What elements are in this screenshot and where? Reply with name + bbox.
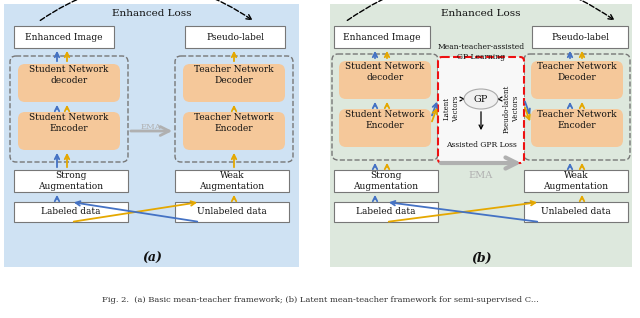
- Text: Pseudo-label: Pseudo-label: [206, 32, 264, 42]
- Text: Weak
Augmentation: Weak Augmentation: [200, 171, 264, 191]
- Text: Mean-teacher-assisted
GP Learning: Mean-teacher-assisted GP Learning: [437, 43, 525, 61]
- Text: Strong
Augmentation: Strong Augmentation: [38, 171, 104, 191]
- Bar: [175, 202, 289, 222]
- Text: (b): (b): [471, 252, 492, 265]
- Bar: [524, 202, 628, 222]
- Bar: [334, 26, 430, 48]
- Text: Teacher Network
Encoder: Teacher Network Encoder: [194, 113, 274, 133]
- Bar: [14, 202, 128, 222]
- Text: Unlabeled data: Unlabeled data: [197, 208, 267, 217]
- Bar: [175, 170, 289, 192]
- FancyArrowPatch shape: [131, 127, 169, 135]
- Text: Teacher Network
Decoder: Teacher Network Decoder: [537, 62, 617, 82]
- FancyArrowPatch shape: [441, 157, 516, 169]
- Text: Enhanced Image: Enhanced Image: [25, 32, 103, 42]
- Text: Pseudo-label: Pseudo-label: [551, 32, 609, 42]
- Text: Student Network
decoder: Student Network decoder: [29, 65, 109, 85]
- Text: Latent
Vectors: Latent Vectors: [442, 96, 460, 122]
- Text: GP: GP: [474, 94, 488, 103]
- Text: Enhanced Loss: Enhanced Loss: [441, 10, 521, 18]
- Text: Teacher Network
Decoder: Teacher Network Decoder: [194, 65, 274, 85]
- FancyArrowPatch shape: [348, 0, 613, 20]
- Text: Enhanced Loss: Enhanced Loss: [112, 10, 192, 18]
- Text: Assisted GPR Loss: Assisted GPR Loss: [445, 141, 516, 149]
- Bar: [14, 26, 114, 48]
- Text: Student Network
decoder: Student Network decoder: [346, 62, 425, 82]
- FancyBboxPatch shape: [438, 57, 524, 163]
- FancyBboxPatch shape: [531, 61, 623, 99]
- Text: Labeled data: Labeled data: [41, 208, 100, 217]
- Text: Unlabeled data: Unlabeled data: [541, 208, 611, 217]
- Text: Labeled data: Labeled data: [356, 208, 416, 217]
- Text: Pseudo-latent
Vectors: Pseudo-latent Vectors: [502, 85, 520, 133]
- FancyBboxPatch shape: [531, 109, 623, 147]
- FancyArrowPatch shape: [40, 0, 252, 20]
- Text: Teacher Network
Encoder: Teacher Network Encoder: [537, 110, 617, 130]
- Text: Student Network
Encoder: Student Network Encoder: [346, 110, 425, 130]
- Bar: [334, 170, 438, 192]
- FancyBboxPatch shape: [339, 61, 431, 99]
- FancyBboxPatch shape: [183, 112, 285, 150]
- Bar: [185, 26, 285, 48]
- Text: Student Network
Encoder: Student Network Encoder: [29, 113, 109, 133]
- FancyBboxPatch shape: [339, 109, 431, 147]
- Bar: [334, 202, 438, 222]
- Text: Enhanced Image: Enhanced Image: [343, 32, 420, 42]
- FancyBboxPatch shape: [18, 64, 120, 102]
- Ellipse shape: [464, 89, 498, 109]
- Bar: [4, 4, 299, 267]
- Bar: [532, 26, 628, 48]
- Text: Fig. 2.  (a) Basic mean-teacher framework; (b) Latent mean-teacher framework for: Fig. 2. (a) Basic mean-teacher framework…: [102, 296, 538, 304]
- FancyBboxPatch shape: [18, 112, 120, 150]
- Text: Strong
Augmentation: Strong Augmentation: [353, 171, 419, 191]
- Bar: [330, 4, 632, 267]
- Bar: [14, 170, 128, 192]
- Text: EMA: EMA: [469, 170, 493, 179]
- FancyBboxPatch shape: [183, 64, 285, 102]
- Bar: [524, 170, 628, 192]
- Text: EMA: EMA: [141, 123, 161, 131]
- Text: Weak
Augmentation: Weak Augmentation: [543, 171, 609, 191]
- Text: (a): (a): [142, 252, 162, 265]
